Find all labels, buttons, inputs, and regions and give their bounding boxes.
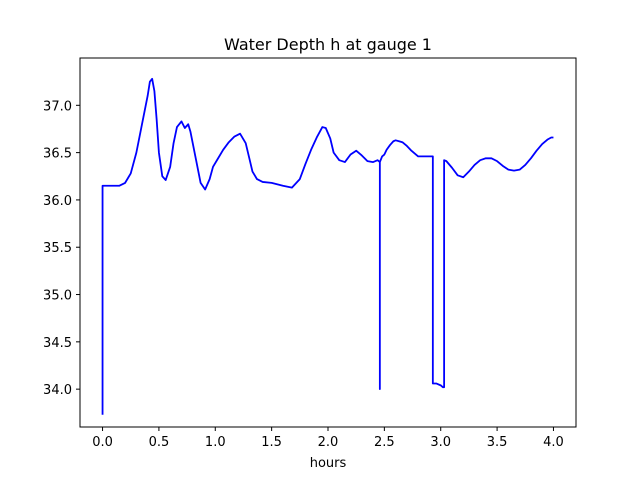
y-tick-label: 36.5	[43, 147, 72, 162]
y-tick-label: 35.5	[43, 241, 72, 256]
x-tick-label: 3.0	[430, 435, 451, 450]
y-tick-label: 34.0	[43, 383, 72, 398]
y-tick-label: 34.5	[43, 336, 72, 351]
series-layer	[101, 77, 554, 415]
series-line-0	[101, 77, 554, 415]
x-tick-label: 2.5	[374, 435, 395, 450]
x-axis-label: hours	[310, 456, 347, 471]
x-tick-label: 3.5	[487, 435, 508, 450]
x-tick-label: 0.5	[149, 435, 170, 450]
x-tick-label: 0.0	[92, 435, 113, 450]
x-tick-label: 4.0	[543, 435, 564, 450]
y-tick-label: 37.0	[43, 99, 72, 114]
x-axis-ticks: 0.0 0.5 1.0 1.5 2.0 2.5 3.0 3.5 4.0	[92, 427, 564, 450]
x-tick-label: 2.0	[318, 435, 339, 450]
y-axis-ticks: 34.0 34.5 35.0 35.5 36.0 36.5 37.0	[43, 99, 80, 398]
chart-title: Water Depth h at gauge 1	[224, 35, 432, 54]
y-tick-label: 36.0	[43, 194, 72, 209]
plot-area-frame	[79, 57, 577, 428]
x-tick-label: 1.0	[205, 435, 226, 450]
y-tick-label: 35.0	[43, 289, 72, 304]
x-tick-label: 1.5	[261, 435, 282, 450]
